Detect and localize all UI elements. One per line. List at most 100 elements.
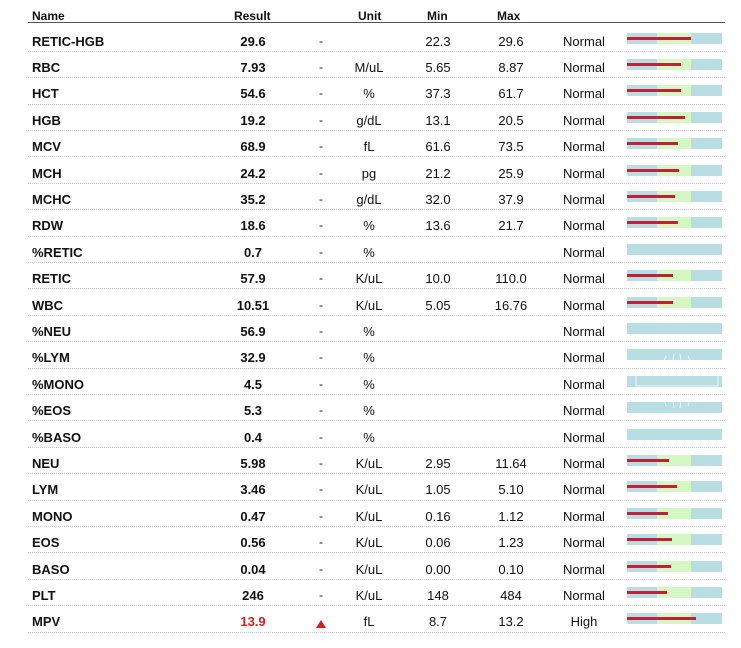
- range-bar: [627, 507, 722, 519]
- range-bar: [627, 586, 722, 598]
- row-status: Normal: [563, 59, 605, 75]
- row-name: PLT: [32, 587, 56, 603]
- result-marker: [627, 617, 697, 621]
- row-result: 246: [242, 587, 264, 603]
- row-min: 22.3: [425, 33, 451, 49]
- row-name: WBC: [32, 297, 64, 313]
- row-flag: -: [319, 587, 323, 602]
- table-row: MCV 68.9 fL 61.6 73.5 Normal -: [28, 131, 725, 158]
- row-flag: -: [319, 33, 323, 48]
- row-min: 1.05: [425, 482, 451, 498]
- row-max: 5.10: [498, 482, 524, 498]
- row-min: 8.7: [428, 614, 448, 630]
- row-max: 0.10: [498, 561, 524, 577]
- result-marker: [627, 194, 676, 198]
- row-max: 11.64: [495, 455, 527, 471]
- row-unit: %: [363, 403, 375, 419]
- row-min: 37.3: [425, 86, 451, 102]
- row-flag: -: [319, 482, 323, 497]
- range-bar: [627, 560, 722, 572]
- table-row: HGB 19.2 g/dL 13.1 20.5 Normal -: [28, 105, 725, 132]
- row-unit: pg: [361, 165, 377, 181]
- row-unit: %: [363, 376, 375, 392]
- result-marker: [627, 458, 669, 462]
- row-name: EOS: [32, 535, 60, 551]
- row-status: Normal: [563, 455, 605, 471]
- row-flag: -: [319, 323, 323, 338]
- row-name: %NEU: [32, 323, 72, 339]
- table-row: RETIC-HGB 29.6 22.3 29.6 Normal -: [28, 26, 725, 52]
- result-marker: [627, 590, 667, 594]
- range-bar: [627, 296, 722, 308]
- row-unit: K/uL: [355, 508, 383, 524]
- row-name: %BASO: [32, 429, 82, 445]
- range-bar: [627, 375, 722, 387]
- row-unit: K/uL: [355, 535, 383, 551]
- row-min: 0.16: [425, 508, 451, 524]
- row-unit: K/uL: [355, 297, 383, 313]
- range-bar: [627, 402, 722, 414]
- row-flag: -: [319, 191, 323, 206]
- row-max: 8.87: [498, 59, 524, 75]
- row-max: 1.12: [498, 508, 524, 524]
- row-flag: -: [319, 165, 323, 180]
- row-name: %EOS: [32, 403, 72, 419]
- header-result: Result: [234, 9, 271, 23]
- range-bar: [627, 428, 722, 440]
- result-marker: [627, 274, 674, 278]
- range-bar: [627, 164, 722, 176]
- table-row: MONO 0.47 K/uL 0.16 1.12 Normal -: [28, 501, 725, 528]
- row-result: 57.9: [240, 271, 266, 287]
- result-marker: [627, 538, 672, 542]
- row-max: 20.5: [498, 112, 524, 128]
- row-min: 0.00: [425, 561, 451, 577]
- row-name: MCHC: [32, 191, 71, 207]
- range-bar: [627, 138, 722, 150]
- row-result: 18.6: [240, 218, 266, 234]
- row-status: High: [570, 614, 598, 630]
- table-row: MCHC 35.2 g/dL 32.0 37.9 Normal -: [28, 184, 725, 211]
- row-max: 484: [500, 587, 522, 603]
- header-unit: Unit: [358, 9, 382, 23]
- row-name: %RETIC: [32, 244, 83, 260]
- row-name: %LYM: [32, 350, 70, 366]
- row-max: 61.7: [498, 86, 524, 102]
- row-result: 0.4: [243, 429, 263, 445]
- row-result: 24.2: [240, 165, 266, 181]
- row-flag: -: [319, 86, 323, 101]
- row-status: Normal: [563, 482, 605, 498]
- row-flag: -: [319, 59, 323, 74]
- table-row: PLT 246 K/uL 148 484 Normal -: [28, 580, 725, 607]
- row-status: Normal: [563, 139, 605, 155]
- header-name: Name: [32, 9, 65, 23]
- row-status: Normal: [563, 403, 605, 419]
- row-status: Normal: [563, 323, 605, 339]
- row-result: 32.9: [240, 350, 266, 366]
- range-bar: [627, 85, 722, 97]
- row-result: 0.7: [243, 244, 263, 260]
- table-row: BASO 0.04 K/uL 0.00 0.10 Normal -: [28, 554, 725, 580]
- row-max: 110.0: [495, 271, 527, 287]
- row-flag: -: [319, 508, 323, 523]
- result-marker: [627, 115, 686, 119]
- row-max: 16.76: [494, 297, 528, 313]
- row-unit: K/uL: [355, 455, 383, 471]
- row-min: 61.6: [425, 139, 451, 155]
- row-unit: %: [363, 350, 375, 366]
- row-result: 5.98: [240, 455, 266, 471]
- row-result: 7.93: [240, 59, 266, 75]
- row-result: 13.9: [240, 614, 266, 630]
- table-row: RETIC 57.9 K/uL 10.0 110.0 Normal -: [28, 263, 725, 290]
- row-min: 13.6: [425, 218, 451, 234]
- row-result: 56.9: [240, 323, 266, 339]
- header-divider: [28, 22, 725, 23]
- row-min: 5.65: [425, 59, 451, 75]
- row-flag: -: [319, 535, 323, 550]
- result-marker: [627, 142, 678, 146]
- row-status: Normal: [563, 508, 605, 524]
- result-marker: [627, 62, 682, 66]
- range-bar: [627, 111, 722, 123]
- row-max: 73.5: [498, 139, 524, 155]
- row-max: 21.7: [498, 218, 524, 234]
- result-marker: [627, 485, 678, 489]
